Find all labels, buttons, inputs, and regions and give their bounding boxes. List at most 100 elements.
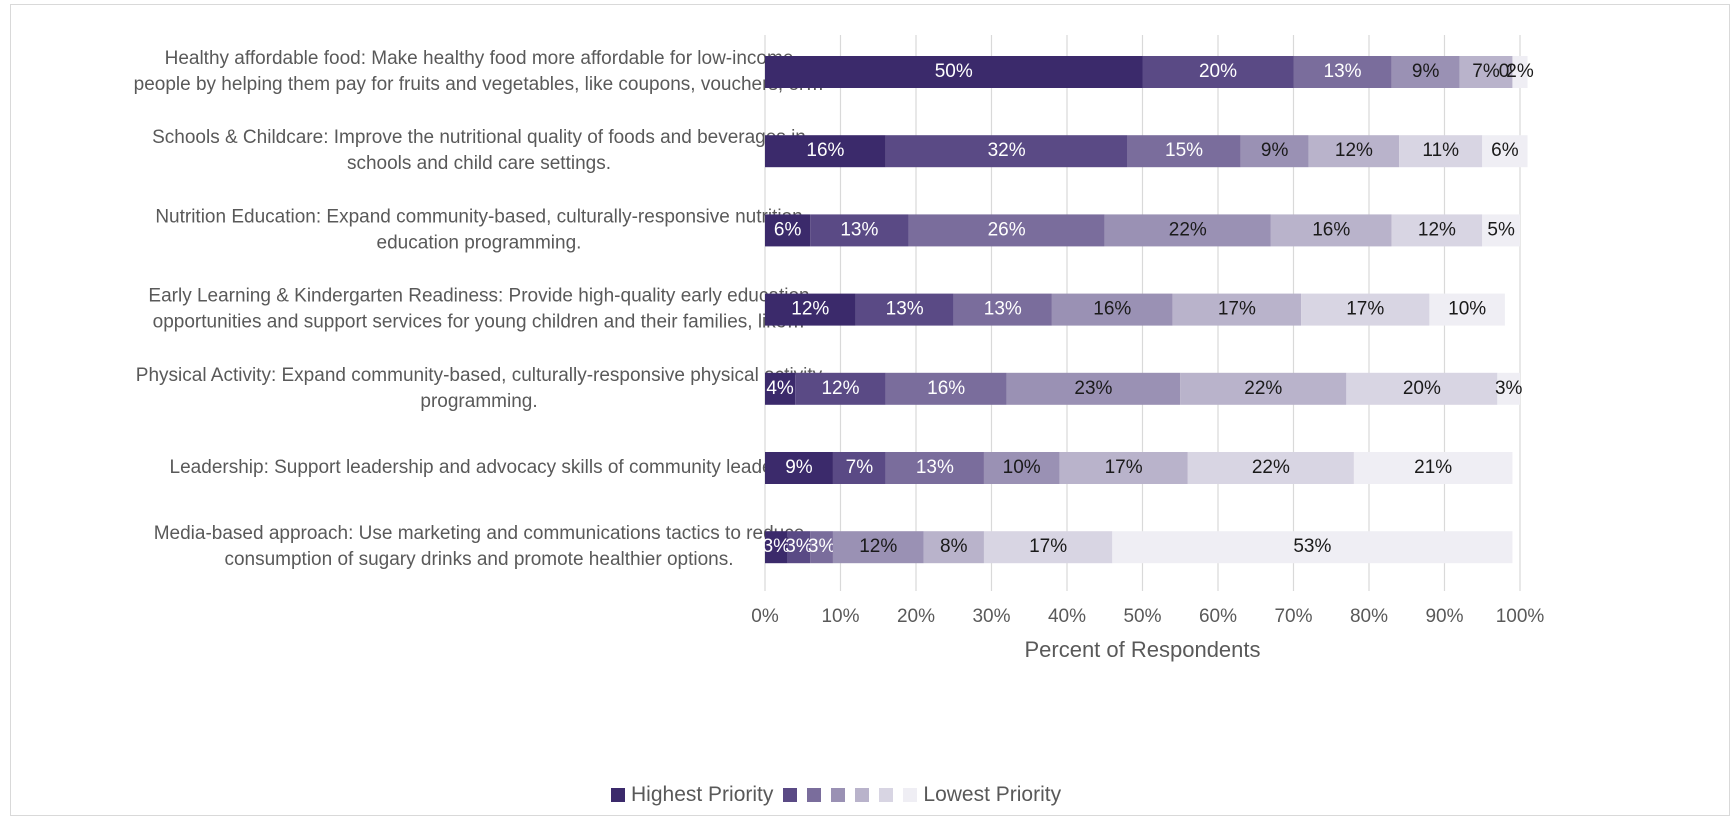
legend-swatch <box>783 788 798 802</box>
bar-segment <box>1051 293 1173 326</box>
data-label: 16% <box>1312 219 1350 240</box>
category-label: Schools & Childcare: Improve the nutriti… <box>152 127 806 174</box>
category-label-line: schools and child care settings. <box>347 153 611 174</box>
bar-segment <box>810 214 909 247</box>
data-label: 13% <box>840 219 878 240</box>
bar-segment <box>923 531 984 564</box>
data-label: 13% <box>886 299 924 320</box>
bar-segment <box>1240 135 1309 168</box>
bar-segment <box>765 214 811 247</box>
bar-segment <box>787 531 811 564</box>
data-label: 11% <box>1422 140 1459 161</box>
bar-segment <box>1482 214 1520 247</box>
legend-swatch <box>831 788 846 802</box>
category-label-line: programming. <box>420 391 537 412</box>
bar-segment <box>832 531 924 564</box>
category-label: Nutrition Education: Expand community-ba… <box>155 206 802 253</box>
data-label: 17% <box>1218 299 1256 320</box>
category-label-line: opportunities and support services for y… <box>153 312 806 333</box>
category-label-line: Physical Activity: Expand community-base… <box>136 365 823 386</box>
bar-segment <box>1353 452 1513 484</box>
bar-segment <box>885 135 1128 168</box>
bar-segment <box>1346 372 1498 405</box>
data-label: 17% <box>1029 536 1067 557</box>
category-label-line: Early Learning & Kindergarten Readiness:… <box>148 286 809 307</box>
x-tick-label: 10% <box>821 606 859 627</box>
bars: 50%20%13%9%7%0%2%16%32%15%9%12%11%6%6%13… <box>763 56 1534 564</box>
category-label-line: Leadership: Support leadership and advoc… <box>170 457 789 478</box>
bar-segment <box>765 531 788 564</box>
bar-segment <box>855 293 954 326</box>
category-label-line: consumption of sugary drinks and promote… <box>224 549 733 570</box>
category-label: Healthy affordable food: Make healthy fo… <box>134 48 825 95</box>
bar-segment <box>983 531 1113 564</box>
data-label: 22% <box>1252 457 1290 478</box>
data-label: 17% <box>1105 457 1143 478</box>
bar-segment <box>832 452 886 484</box>
bar-segment <box>1391 214 1483 247</box>
bar-segment <box>1497 372 1520 405</box>
chart-legend: Highest Priority Lowest Priority <box>611 782 1061 808</box>
bar-segment <box>1301 293 1430 326</box>
data-label: 22% <box>1244 378 1282 399</box>
bar-segment <box>983 452 1060 484</box>
category-label: Physical Activity: Expand community-base… <box>136 365 823 412</box>
category-label-line: people by helping them pay for fruits an… <box>134 74 825 95</box>
category-label-line: Healthy affordable food: Make healthy fo… <box>165 48 794 69</box>
bar-segment <box>765 56 1143 88</box>
category-label-line: Schools & Childcare: Improve the nutriti… <box>152 127 806 148</box>
legend-item <box>783 788 798 802</box>
legend-label: Lowest Priority <box>923 783 1062 806</box>
x-tick-label: 40% <box>1048 606 1086 627</box>
bar-segment <box>1482 135 1528 168</box>
bar-segment <box>1104 214 1271 247</box>
data-label: 3% <box>763 536 791 557</box>
legend-swatch <box>879 788 894 802</box>
data-label: 4% <box>766 378 794 399</box>
category-label: Leadership: Support leadership and advoc… <box>170 457 789 478</box>
stacked-bar-chart: Healthy affordable food: Make healthy fo… <box>134 35 1544 662</box>
bar-segment <box>1459 56 1513 88</box>
data-label: 7% <box>846 457 874 478</box>
data-label: 21% <box>1414 457 1452 478</box>
data-label: 22% <box>1169 219 1207 240</box>
bar-segment <box>1127 135 1241 168</box>
category-labels: Healthy affordable food: Make healthy fo… <box>134 48 825 570</box>
chart-frame: Healthy affordable food: Make healthy fo… <box>10 4 1730 816</box>
data-label: 3% <box>1495 378 1523 399</box>
data-label: 7% <box>1472 61 1500 82</box>
legend-item <box>807 788 822 802</box>
bar-segment <box>765 452 833 484</box>
legend-swatch <box>611 788 625 802</box>
data-label: 53% <box>1293 536 1331 557</box>
legend-swatch <box>903 788 918 802</box>
category-label-line: Media-based approach: Use marketing and … <box>154 523 805 544</box>
legend-item <box>855 788 870 802</box>
bar-segment <box>1059 452 1188 484</box>
bar-segment <box>885 452 984 484</box>
data-label: 23% <box>1074 378 1112 399</box>
x-tick-label: 60% <box>1199 606 1237 627</box>
x-tick-label: 90% <box>1425 606 1463 627</box>
data-label: 3% <box>785 536 813 557</box>
bar-segment <box>1112 531 1513 564</box>
x-tick-label: 50% <box>1123 606 1161 627</box>
category-label: Media-based approach: Use marketing and … <box>154 523 805 570</box>
data-label: 3% <box>808 536 836 557</box>
bar-segment <box>1180 372 1347 405</box>
data-label: 5% <box>1487 219 1515 240</box>
bar-segment <box>765 372 796 405</box>
bar-segment <box>1172 293 1302 326</box>
bar-segment <box>1142 56 1294 88</box>
legend-item: Lowest Priority <box>903 783 1061 807</box>
legend-item: Highest Priority <box>611 783 773 807</box>
data-label: 26% <box>988 219 1026 240</box>
bar-segment <box>1391 56 1460 88</box>
x-tick-label: 20% <box>897 606 935 627</box>
data-label: 9% <box>785 457 813 478</box>
data-label: 20% <box>1403 378 1441 399</box>
bar-segment <box>765 135 886 168</box>
data-label: 13% <box>984 299 1022 320</box>
data-label: 9% <box>1261 140 1289 161</box>
data-label: 16% <box>1093 299 1131 320</box>
